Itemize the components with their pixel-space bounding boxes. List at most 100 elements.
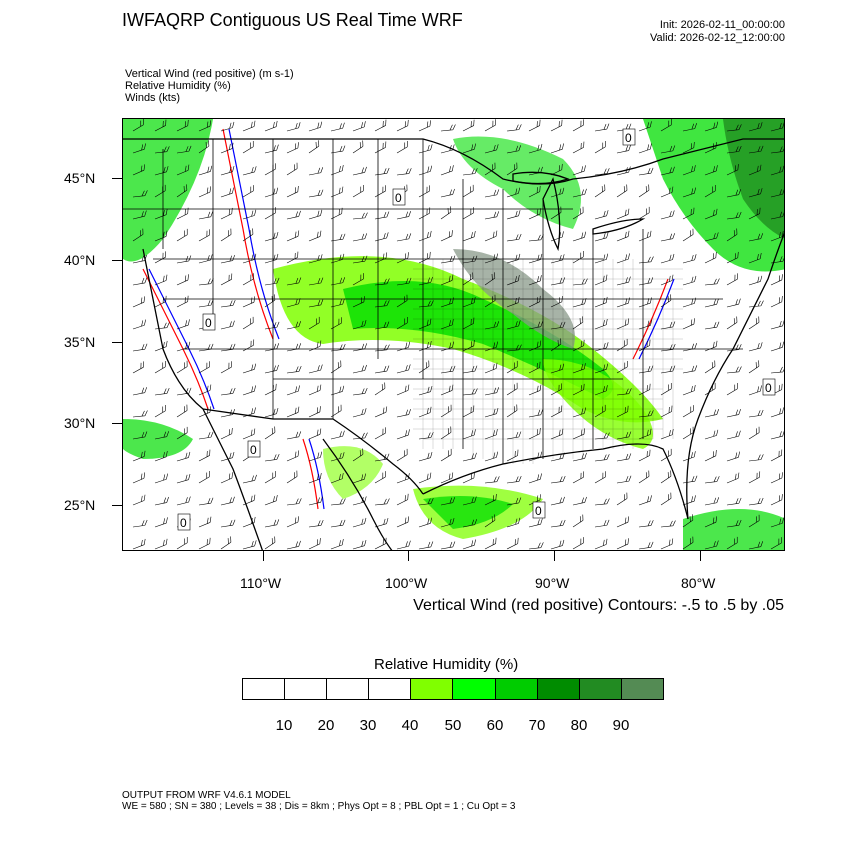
wind-barb (484, 253, 498, 264)
wind-barb (242, 120, 256, 132)
wind-barb (352, 432, 368, 440)
wind-barb (572, 298, 587, 308)
wind-barb (308, 384, 322, 396)
wind-barb (484, 537, 497, 550)
wind-barb (176, 255, 192, 264)
wind-barb (220, 496, 235, 506)
wind-barb (748, 164, 762, 176)
wind-barb (242, 363, 257, 374)
wind-barb (396, 493, 409, 506)
wind-barb (550, 475, 566, 484)
wind-barb (198, 120, 212, 132)
wind-barb (638, 428, 652, 440)
wind-barb (770, 407, 784, 418)
wind-barb (132, 519, 148, 528)
wind-barb (220, 207, 233, 220)
wind-barb (594, 471, 606, 484)
legend-tick-label: 40 (401, 717, 419, 734)
wind-barb (528, 295, 541, 308)
wind-barb (660, 470, 672, 484)
wind-barb (154, 340, 168, 352)
lon-label-90w: 90°W (535, 575, 570, 591)
wind-barb (220, 472, 233, 484)
wind-barb (440, 541, 456, 550)
wind-barb (352, 364, 367, 374)
wind-barb (770, 472, 783, 484)
wind-barb (748, 426, 760, 440)
wind-barb (704, 251, 717, 264)
wind-barb (528, 208, 541, 220)
wind-barb (330, 498, 346, 506)
wind-barb (550, 119, 563, 132)
wind-barb (660, 119, 672, 132)
wind-barb (440, 124, 456, 132)
wind-barb (352, 273, 364, 286)
wind-barb (242, 296, 256, 308)
wind-barb (704, 476, 720, 484)
wind-barb (198, 406, 212, 418)
wind-barb (594, 342, 609, 352)
wind-barb (506, 344, 522, 352)
wind-barb (198, 299, 214, 308)
wind-barb (726, 344, 742, 352)
wind-barb (506, 537, 519, 550)
wind-barb (770, 211, 784, 220)
wind-barb (770, 146, 784, 154)
lat-tick (112, 178, 122, 179)
wind-barb (418, 385, 433, 396)
wind-barb (330, 344, 346, 352)
wind-barb (484, 119, 496, 132)
wind-barb (506, 449, 519, 462)
wind-barb (286, 343, 302, 352)
wind-barb (462, 255, 478, 264)
wind-barb (396, 277, 412, 286)
wind-barb (616, 475, 632, 484)
wind-barb (462, 119, 475, 132)
wind-barb (572, 251, 584, 264)
wind-barb (352, 539, 367, 550)
wind-barb (330, 472, 344, 484)
wind-barb (440, 230, 453, 242)
legend-swatch (369, 679, 412, 699)
wind-barb (704, 321, 720, 330)
wind-barb (484, 144, 499, 154)
wind-barb (572, 188, 587, 198)
wind-barb (638, 383, 651, 396)
wind-barb (308, 316, 320, 330)
contour-label: 0 (247, 440, 261, 458)
wind-barb (770, 255, 784, 264)
wind-barb (286, 298, 301, 308)
wind-barb (198, 384, 212, 396)
downdraft-contour-mexico (308, 438, 325, 510)
wind-barb (286, 470, 298, 484)
wind-barb (572, 119, 584, 132)
svg-text:0: 0 (765, 381, 772, 395)
wind-barb (638, 230, 652, 242)
wind-barb (682, 297, 697, 308)
wind-barb (396, 364, 411, 374)
wind-barb (572, 316, 584, 330)
wind-barb (242, 428, 256, 440)
wind-barb (748, 316, 760, 330)
wind-barb (484, 429, 498, 440)
wind-barb (484, 451, 499, 462)
svg-text:0: 0 (625, 131, 632, 145)
wind-barb (594, 296, 608, 308)
wind-barb (748, 252, 762, 264)
wind-barb (594, 318, 608, 330)
wind-barb (748, 385, 762, 396)
wind-barb (506, 497, 522, 506)
wind-barb (506, 233, 522, 242)
wind-barb (198, 497, 214, 506)
wind-barb (616, 361, 628, 374)
wind-barb (704, 540, 719, 550)
wind-barb (176, 319, 190, 330)
wind-barb (154, 538, 168, 550)
wind-barb (286, 142, 299, 154)
wind-barb (550, 277, 566, 286)
wind-barb (660, 343, 676, 352)
wind-barb (308, 254, 323, 264)
wind-barb (572, 165, 586, 176)
wind-barb (638, 365, 654, 374)
wind-barb (330, 317, 342, 330)
